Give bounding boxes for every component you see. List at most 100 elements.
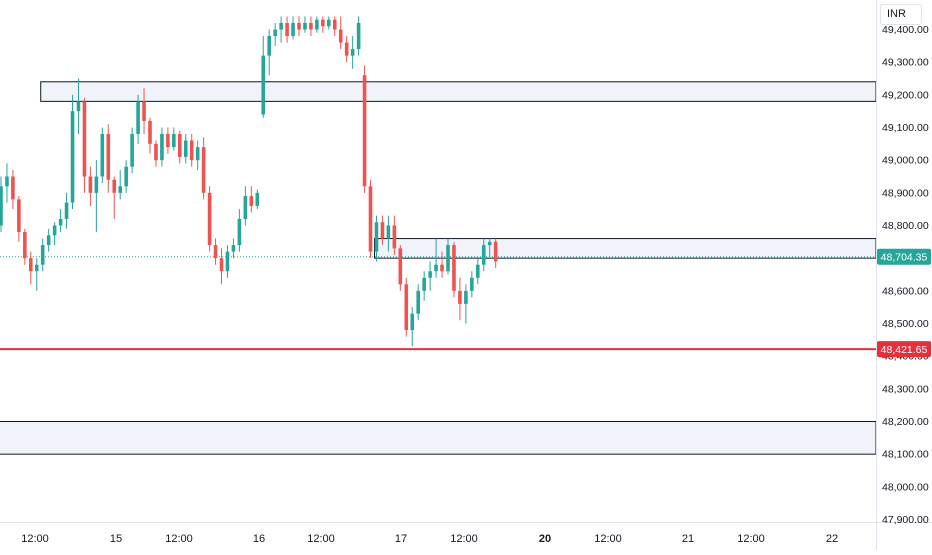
candle[interactable] bbox=[279, 16, 283, 43]
candle[interactable] bbox=[142, 88, 146, 135]
candle[interactable] bbox=[422, 271, 426, 301]
candle[interactable] bbox=[338, 16, 343, 50]
candle[interactable] bbox=[225, 245, 230, 278]
candle-body bbox=[29, 258, 33, 272]
candle-body bbox=[487, 241, 492, 246]
candle[interactable] bbox=[207, 186, 212, 252]
candle[interactable] bbox=[219, 248, 224, 285]
candle[interactable] bbox=[380, 215, 385, 246]
candle[interactable] bbox=[58, 209, 63, 233]
candle[interactable] bbox=[52, 222, 57, 246]
candle[interactable] bbox=[130, 127, 134, 174]
candle[interactable] bbox=[392, 215, 397, 255]
candle[interactable] bbox=[0, 176, 3, 233]
candle[interactable] bbox=[100, 127, 105, 184]
candle[interactable] bbox=[398, 245, 403, 291]
time-axis[interactable] bbox=[0, 522, 932, 550]
candle[interactable] bbox=[148, 117, 152, 154]
candle[interactable] bbox=[64, 192, 69, 229]
candle[interactable] bbox=[88, 166, 93, 206]
candle[interactable] bbox=[118, 169, 122, 200]
candle[interactable] bbox=[291, 16, 295, 40]
candle[interactable] bbox=[40, 238, 45, 272]
candle-body bbox=[231, 245, 236, 252]
candle[interactable] bbox=[213, 238, 218, 265]
candle[interactable] bbox=[23, 228, 27, 265]
candle[interactable] bbox=[261, 36, 266, 118]
candle[interactable] bbox=[303, 16, 307, 33]
candle[interactable] bbox=[356, 16, 361, 56]
candle[interactable] bbox=[368, 179, 373, 259]
candle[interactable] bbox=[493, 238, 498, 268]
candle-body bbox=[195, 147, 200, 161]
candle[interactable] bbox=[34, 258, 39, 291]
candle[interactable] bbox=[112, 176, 117, 219]
price-axis[interactable] bbox=[876, 0, 932, 550]
candle[interactable] bbox=[464, 284, 468, 324]
zone-rectangle-3[interactable] bbox=[0, 421, 877, 455]
candle[interactable] bbox=[309, 16, 313, 37]
candle[interactable] bbox=[82, 98, 87, 193]
candle[interactable] bbox=[481, 238, 486, 272]
candle[interactable] bbox=[172, 127, 176, 151]
candle[interactable] bbox=[166, 127, 170, 154]
candle[interactable] bbox=[267, 29, 271, 76]
candle[interactable] bbox=[297, 16, 301, 37]
candle[interactable] bbox=[350, 36, 355, 69]
candle[interactable] bbox=[434, 238, 438, 278]
svg-text:48,704.35: 48,704.35 bbox=[881, 252, 928, 264]
candle[interactable] bbox=[428, 261, 432, 291]
candle[interactable] bbox=[106, 124, 111, 193]
candle[interactable] bbox=[237, 209, 242, 252]
candle[interactable] bbox=[124, 160, 128, 193]
candle[interactable] bbox=[154, 140, 158, 167]
zone-rectangle-1[interactable] bbox=[40, 81, 877, 102]
candle-body bbox=[321, 19, 325, 27]
candle[interactable] bbox=[452, 241, 456, 298]
candle[interactable] bbox=[46, 228, 51, 252]
candle[interactable] bbox=[178, 130, 182, 164]
candle[interactable] bbox=[183, 134, 188, 164]
candle[interactable] bbox=[476, 258, 480, 285]
candle[interactable] bbox=[470, 271, 474, 298]
candle[interactable] bbox=[332, 16, 337, 37]
candle-body bbox=[100, 134, 105, 177]
candle[interactable] bbox=[285, 16, 289, 43]
candle[interactable] bbox=[76, 78, 81, 135]
candle[interactable] bbox=[273, 22, 277, 46]
candle[interactable] bbox=[487, 238, 492, 259]
candle[interactable] bbox=[362, 65, 367, 193]
candle[interactable] bbox=[249, 186, 254, 213]
candle-body bbox=[243, 196, 248, 219]
candle[interactable] bbox=[446, 238, 450, 275]
candle[interactable] bbox=[321, 16, 325, 33]
candle[interactable] bbox=[243, 186, 248, 226]
candle[interactable] bbox=[160, 127, 164, 167]
candle[interactable] bbox=[11, 169, 15, 210]
candle[interactable] bbox=[410, 307, 415, 347]
candle[interactable] bbox=[94, 160, 99, 233]
candle[interactable] bbox=[5, 163, 9, 203]
x-tick-label: 12:00 bbox=[737, 533, 765, 545]
candle[interactable] bbox=[416, 284, 420, 321]
candle[interactable] bbox=[136, 94, 140, 144]
candle[interactable] bbox=[440, 251, 444, 278]
candle[interactable] bbox=[458, 277, 462, 321]
candle[interactable] bbox=[386, 215, 391, 252]
candle[interactable] bbox=[231, 238, 236, 259]
candle[interactable] bbox=[17, 196, 21, 242]
candle[interactable] bbox=[404, 277, 409, 337]
candle[interactable] bbox=[327, 16, 331, 30]
candle[interactable] bbox=[255, 189, 260, 210]
candle[interactable] bbox=[195, 140, 200, 170]
currency-label[interactable]: INR bbox=[880, 4, 922, 25]
candle[interactable] bbox=[344, 36, 349, 63]
candle[interactable] bbox=[315, 16, 319, 33]
candle[interactable] bbox=[70, 94, 75, 210]
candle[interactable] bbox=[201, 137, 206, 200]
candle[interactable] bbox=[189, 134, 194, 167]
candle[interactable] bbox=[374, 215, 379, 262]
candle[interactable] bbox=[29, 251, 33, 285]
